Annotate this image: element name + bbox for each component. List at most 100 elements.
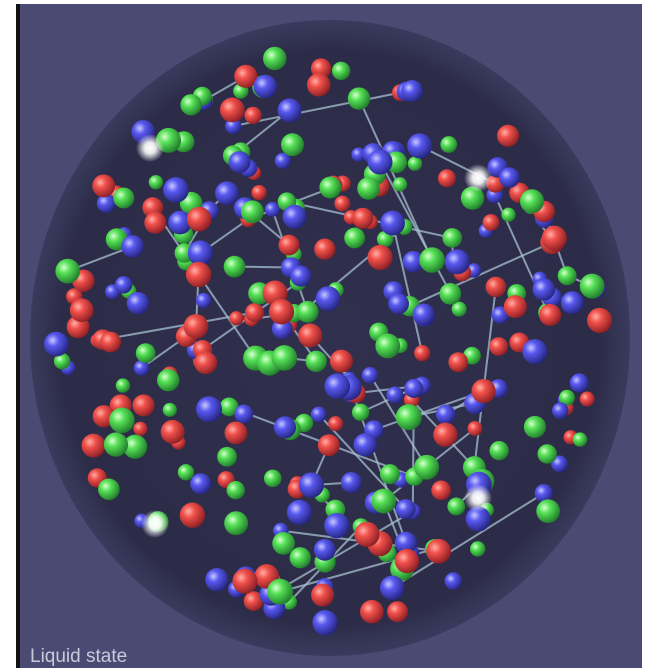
atom [444, 572, 463, 590]
atom [402, 250, 424, 273]
atom [289, 547, 311, 569]
atom [379, 464, 400, 485]
atom [380, 210, 405, 236]
atom [328, 416, 344, 432]
atom [273, 416, 297, 439]
atom [431, 480, 451, 501]
atom [103, 432, 129, 457]
atom [536, 499, 560, 524]
atom [471, 379, 496, 404]
atom [223, 255, 246, 278]
atom [392, 177, 408, 192]
atom [451, 301, 467, 317]
atom [551, 455, 568, 473]
atom [228, 151, 251, 173]
atom [394, 531, 418, 554]
atom [183, 314, 209, 339]
atom [395, 498, 416, 520]
atom [310, 406, 327, 423]
atom [286, 499, 312, 525]
atom [148, 175, 164, 190]
atom [437, 169, 456, 188]
atom [404, 378, 424, 398]
atom [69, 298, 94, 322]
atom [190, 473, 212, 495]
atom [444, 249, 470, 275]
atom [194, 351, 218, 375]
atom [185, 261, 212, 288]
glint [141, 510, 169, 538]
atom [115, 378, 131, 393]
atom [395, 404, 422, 431]
atom [394, 548, 420, 574]
bond [102, 311, 255, 341]
atom [361, 366, 379, 384]
atom [448, 352, 469, 373]
atom [196, 396, 223, 423]
bond [373, 390, 484, 431]
glint [464, 484, 492, 512]
atom [329, 349, 353, 373]
bond [270, 510, 414, 596]
atom [274, 152, 291, 169]
atom [133, 360, 150, 376]
atom [92, 174, 116, 198]
atom [177, 464, 195, 481]
atom [387, 601, 408, 623]
atom [100, 331, 121, 353]
atom [485, 276, 507, 298]
atom [98, 478, 120, 501]
atom [433, 422, 458, 447]
atom [414, 345, 431, 362]
atom [353, 433, 377, 457]
atom [460, 186, 485, 210]
atom [278, 234, 300, 256]
atom [324, 373, 351, 400]
atom [587, 307, 613, 333]
atom [224, 511, 249, 536]
atom [251, 184, 267, 201]
atom [244, 106, 262, 124]
atom [281, 133, 304, 157]
atom [334, 195, 351, 212]
bond [391, 222, 424, 354]
atom [81, 433, 106, 458]
atom [541, 225, 567, 251]
atom [470, 541, 486, 557]
atom [503, 295, 527, 319]
atom [426, 538, 451, 564]
atom [186, 206, 212, 232]
atom [442, 228, 462, 248]
atom [465, 506, 491, 532]
atom [579, 391, 595, 407]
atom [344, 227, 366, 249]
atom [579, 273, 605, 299]
atom [522, 339, 548, 365]
atom [277, 98, 302, 123]
atom [109, 407, 135, 434]
atom [96, 193, 116, 213]
atom [263, 46, 287, 71]
atom [357, 177, 380, 200]
left-border [16, 4, 20, 668]
atom [317, 434, 340, 457]
atom [234, 64, 258, 88]
atom [419, 247, 445, 273]
atom [298, 323, 323, 348]
atom [290, 265, 312, 287]
atom [559, 389, 575, 406]
atom [55, 258, 81, 284]
atom [324, 512, 350, 539]
atom [219, 397, 239, 417]
atom [371, 488, 397, 514]
atom [351, 147, 366, 162]
atom [489, 337, 508, 356]
atom [552, 402, 569, 419]
bond [360, 387, 415, 414]
atom [501, 207, 516, 222]
atom [388, 293, 410, 315]
atom [314, 238, 336, 260]
atom [245, 303, 264, 322]
atom [298, 472, 324, 498]
